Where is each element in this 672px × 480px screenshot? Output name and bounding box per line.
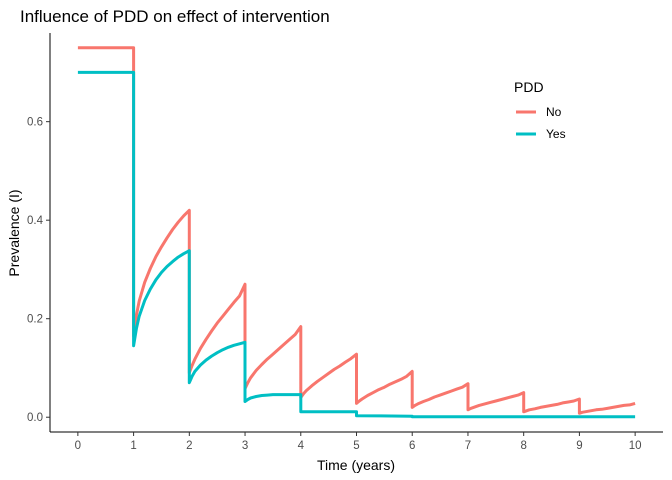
x-tick-label: 9: [576, 440, 582, 452]
x-tick-label: 2: [186, 440, 192, 452]
plot-area: [77, 46, 636, 419]
x-axis-title: Time (years): [317, 457, 395, 473]
chart-title: Influence of PDD on effect of interventi…: [20, 7, 330, 26]
x-tick-label: 5: [353, 440, 359, 452]
y-axis-title: Prevalence (I): [6, 189, 22, 276]
legend: PDD No Yes: [514, 79, 566, 141]
x-tick-label: 8: [520, 440, 526, 452]
series-line-yes: [77, 70, 636, 419]
y-tick-label: 0.2: [27, 314, 43, 326]
series-line-no: [77, 46, 636, 415]
x-tick-label: 10: [629, 440, 642, 452]
x-tick-label: 7: [465, 440, 471, 452]
y-tick-label: 0.0: [27, 412, 43, 424]
legend-label-yes: Yes: [546, 127, 566, 141]
x-tick-label: 3: [242, 440, 248, 452]
x-tick-label: 1: [130, 440, 136, 452]
x-tick-label: 0: [75, 440, 81, 452]
x-axis: 0 1 2 3 4 5 6 7 8 9 10: [50, 431, 663, 452]
x-tick-label: 4: [298, 440, 305, 452]
legend-title: PDD: [514, 79, 544, 95]
y-tick-label: 0.4: [27, 215, 44, 227]
legend-label-no: No: [546, 105, 562, 119]
x-tick-label: 6: [409, 440, 415, 452]
y-axis: 0.0 0.2 0.4 0.6: [27, 33, 51, 432]
y-tick-label: 0.6: [27, 117, 43, 129]
